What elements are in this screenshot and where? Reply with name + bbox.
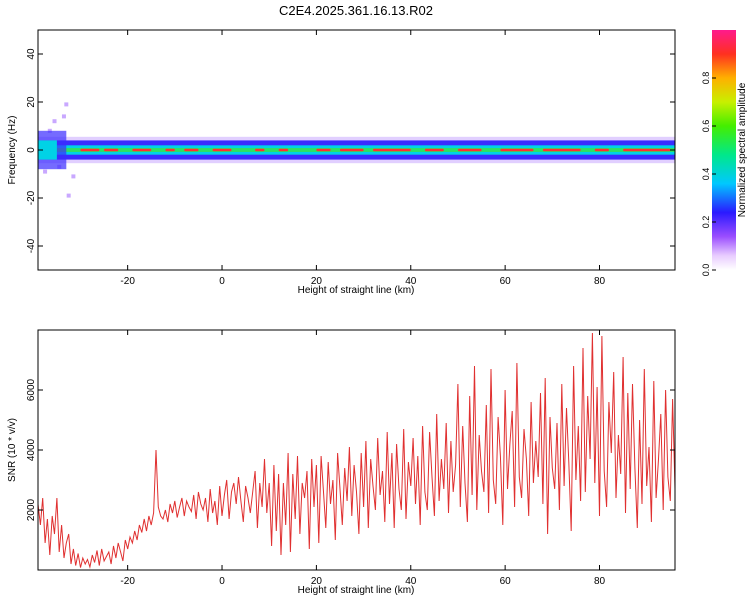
scatter-point (52, 119, 57, 124)
scatter-point (64, 102, 69, 107)
band-peak-segment (594, 148, 609, 152)
x-tick-label: 20 (311, 276, 323, 287)
x-tick-label: 40 (405, 276, 417, 287)
spectrogram-band (38, 102, 675, 198)
scatter-point (43, 169, 48, 174)
colorbar-label: Normalized spectral amplitude (737, 82, 748, 217)
band-peak-segment (424, 148, 444, 152)
band-start-core (38, 140, 57, 160)
x-tick-label: 0 (219, 576, 225, 587)
y-tick-label: 40 (26, 48, 37, 60)
snr-y-label: SNR (10 * v/v) (7, 418, 18, 482)
colorbar-tick-label: 0.4 (701, 168, 711, 181)
figure-title: C2E4.2025.361.16.13.R02 (279, 3, 433, 18)
y-tick-label: -40 (26, 238, 37, 253)
snr-x-label: Height of straight line (km) (298, 585, 415, 596)
band-peak-segment (255, 148, 265, 152)
band-peak-segment (165, 148, 175, 152)
spectrogram-y-ticks: -40 -20 0 20 40 (26, 48, 675, 253)
y-tick-label: 2000 (26, 498, 37, 521)
scatter-point (61, 114, 66, 119)
snr-panel: -20 0 20 40 60 80 2000 4000 6000 Height of stra… (7, 329, 676, 596)
snr-background (38, 330, 675, 570)
x-tick-label: 0 (219, 276, 225, 287)
band-peak-segment (104, 148, 119, 152)
x-tick-label: -20 (120, 576, 135, 587)
x-tick-label: 40 (405, 576, 417, 587)
colorbar-ticks: 0.0 0.2 0.4 0.6 0.8 (701, 72, 716, 277)
colorbar-tick-label: 0.2 (701, 216, 711, 229)
scatter-point (66, 193, 71, 198)
snr-x-ticks: -20 0 20 40 60 80 (120, 330, 606, 587)
band-peak-segment (542, 148, 581, 152)
y-tick-label: 4000 (26, 438, 37, 461)
snr-series-line (38, 332, 675, 569)
spectrogram-panel: -20 0 20 40 60 80 -40 -20 0 20 40 Height of strai… (7, 29, 676, 296)
colorbar-gradient (712, 30, 736, 270)
y-tick-label: 6000 (26, 378, 37, 401)
band-peak-segment (80, 148, 100, 152)
band-peak-segment (500, 148, 534, 152)
band-peak-segment (278, 148, 289, 152)
band-peak-segment (457, 148, 482, 152)
x-tick-label: -20 (120, 276, 135, 287)
band-peak-segment (212, 148, 232, 152)
x-tick-label: 80 (594, 576, 606, 587)
scatter-point (71, 174, 76, 179)
spectrogram-y-label: Frequency (Hz) (7, 116, 18, 185)
y-tick-label: 20 (26, 96, 37, 108)
band-peak-segment (316, 148, 331, 152)
y-tick-label: 0 (26, 147, 37, 153)
band-peak-segment (373, 148, 411, 152)
band-peak-segment (623, 148, 671, 152)
x-tick-label: 20 (311, 576, 323, 587)
snr-y-ticks: 2000 4000 6000 (26, 378, 675, 521)
x-tick-label: 60 (500, 276, 512, 287)
y-tick-label: -20 (26, 190, 37, 205)
x-tick-label: 80 (594, 276, 606, 287)
band-peak-segment (339, 148, 364, 152)
spectrogram-x-ticks: -20 0 20 40 60 80 (120, 30, 606, 287)
colorbar-tick-label: 0.6 (701, 120, 711, 133)
x-tick-label: 60 (500, 576, 512, 587)
colorbar: 0.0 0.2 0.4 0.6 0.8 Normalized spectral ampl… (701, 30, 748, 276)
colorbar-tick-label: 0.8 (701, 72, 711, 85)
band-peak-segment (132, 148, 152, 152)
colorbar-tick-label: 0.0 (701, 264, 711, 277)
spectrogram-x-label: Height of straight line (km) (298, 285, 415, 296)
band-peak-segment (184, 148, 199, 152)
